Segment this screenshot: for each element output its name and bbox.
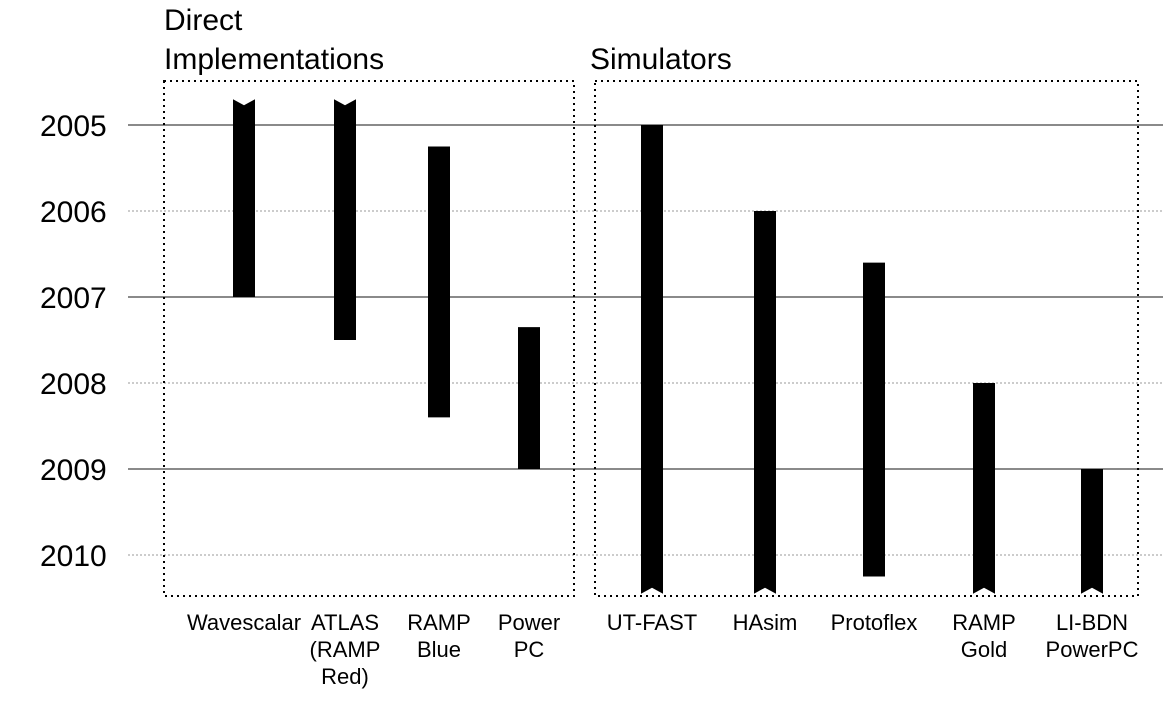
ytick-label-2005: 2005 [40, 110, 107, 143]
xtick-label-2-line-0: RAMP [407, 610, 471, 635]
xtick-label-8-line-1: PowerPC [1046, 637, 1139, 662]
xtick-label-7-line-1: Gold [961, 637, 1007, 662]
xtick-label-1-line-2: Red) [321, 664, 369, 689]
xtick-label-1-line-0: ATLAS [311, 610, 379, 635]
bar-8 [1081, 469, 1103, 594]
bar-1 [334, 99, 356, 340]
xtick-label-7-line-0: RAMP [952, 610, 1016, 635]
bar-0 [233, 99, 255, 297]
ytick-label-2008: 2008 [40, 368, 107, 401]
ytick-label-2010: 2010 [40, 540, 107, 573]
xtick-label-6-line-0: Protoflex [831, 610, 918, 635]
xtick-label-0-line-0: Wavescalar [187, 610, 301, 635]
group-title-1-line-0: Simulators [590, 43, 732, 76]
bar-7 [973, 383, 995, 594]
bar-5 [754, 211, 776, 594]
bar-2 [428, 146, 450, 418]
xtick-label-3-line-1: PC [514, 637, 545, 662]
ytick-label-2007: 2007 [40, 282, 107, 315]
xtick-label-5-line-0: HAsim [733, 610, 798, 635]
xtick-label-8-line-0: LI-BDN [1056, 610, 1128, 635]
bar-4 [641, 125, 663, 594]
ytick-label-2009: 2009 [40, 454, 107, 487]
bar-6 [863, 262, 885, 577]
group-box-0 [163, 80, 575, 597]
xtick-label-1-line-1: (RAMP [310, 637, 381, 662]
xtick-label-4-line-0: UT-FAST [607, 610, 697, 635]
ytick-label-2006: 2006 [40, 196, 107, 229]
group-box-1 [594, 80, 1139, 597]
group-title-0-line-1: Implementations [164, 43, 384, 76]
bar-3 [518, 327, 540, 469]
xtick-label-2-line-1: Blue [417, 637, 461, 662]
group-title-0-line-0: Direct [164, 4, 243, 37]
xtick-label-3-line-0: Power [498, 610, 560, 635]
